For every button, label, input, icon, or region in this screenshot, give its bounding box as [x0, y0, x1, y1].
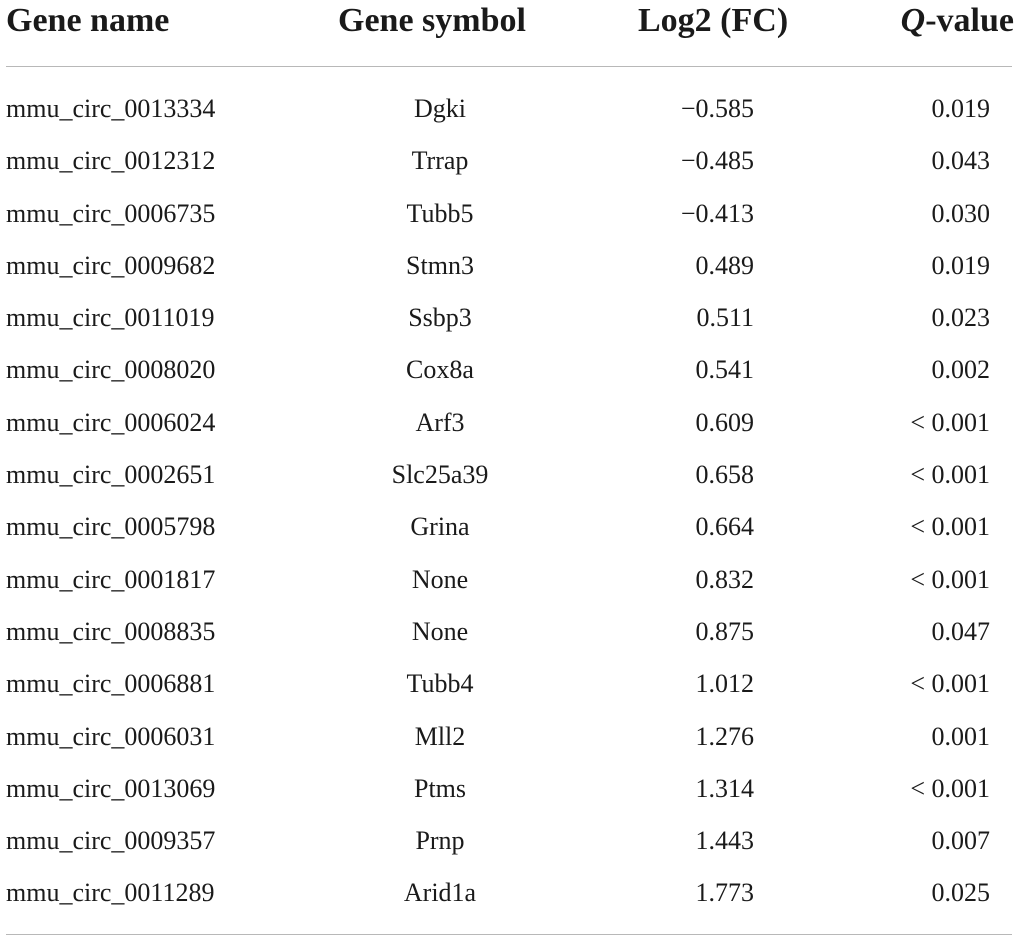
- cell-gene-name: mmu_circ_0006031: [6, 721, 216, 751]
- cell-log2fc: 0.875: [695, 616, 755, 646]
- cell-log2fc: 0.664: [695, 512, 755, 542]
- cell-q-value: < 0.001: [910, 669, 990, 699]
- top-rule: [6, 66, 1012, 67]
- header-log2fc: Log2 (FC): [638, 2, 789, 39]
- cell-log2fc: 0.609: [695, 407, 755, 437]
- table-row: mmu_circ_0006881 Tubb4 1.012 < 0.001: [0, 658, 1020, 710]
- cell-gene-symbol: Slc25a39: [391, 460, 489, 490]
- cell-gene-name: mmu_circ_0008835: [6, 616, 216, 646]
- cell-q-value: 0.043: [931, 146, 991, 176]
- cell-q-value: 0.002: [931, 355, 991, 385]
- cell-gene-symbol: Grina: [410, 512, 470, 542]
- table-row: mmu_circ_0009682 Stmn3 0.489 0.019: [0, 240, 1020, 292]
- cell-log2fc: 1.314: [695, 773, 755, 803]
- table-row: mmu_circ_0012312 Trrap −0.485 0.043: [0, 135, 1020, 187]
- cell-gene-name: mmu_circ_0006024: [6, 407, 216, 437]
- cell-gene-name: mmu_circ_0001817: [6, 564, 216, 594]
- table-body: mmu_circ_0013334 Dgki −0.585 0.019 mmu_c…: [0, 83, 1020, 920]
- cell-q-value: 0.019: [931, 250, 991, 280]
- cell-gene-name: mmu_circ_0009357: [6, 826, 216, 856]
- cell-gene-name: mmu_circ_0012312: [6, 146, 216, 176]
- cell-gene-symbol: Prnp: [415, 826, 465, 856]
- cell-log2fc: −0.485: [680, 146, 754, 176]
- header-gene-symbol: Gene symbol: [338, 2, 526, 39]
- table-row: mmu_circ_0002651 Slc25a39 0.658 < 0.001: [0, 449, 1020, 501]
- table-row: mmu_circ_0001817 None 0.832 < 0.001: [0, 554, 1020, 606]
- cell-log2fc: 1.773: [695, 878, 755, 908]
- header-q-rest: -value: [925, 2, 1014, 39]
- header-gene-name: Gene name: [6, 2, 170, 39]
- cell-log2fc: 0.658: [695, 460, 755, 490]
- table-row: mmu_circ_0006031 Mll2 1.276 0.001: [0, 711, 1020, 763]
- cell-q-value: < 0.001: [910, 773, 990, 803]
- cell-gene-symbol: Cox8a: [406, 355, 474, 385]
- table-row: mmu_circ_0008020 Cox8a 0.541 0.002: [0, 344, 1020, 396]
- table-row: mmu_circ_0008835 None 0.875 0.047: [0, 606, 1020, 658]
- cell-gene-symbol: None: [411, 564, 469, 594]
- bottom-rule: [6, 934, 1012, 935]
- cell-q-value: 0.007: [931, 826, 991, 856]
- table-row: mmu_circ_0011019 Ssbp3 0.511 0.023: [0, 292, 1020, 344]
- cell-gene-name: mmu_circ_0011289: [6, 878, 215, 908]
- cell-q-value: 0.019: [931, 94, 991, 123]
- header-q-italic: Q: [900, 2, 926, 39]
- table-row: mmu_circ_0013069 Ptms 1.314 < 0.001: [0, 763, 1020, 815]
- table-row: mmu_circ_0013334 Dgki −0.585 0.019: [0, 83, 1020, 135]
- cell-log2fc: 1.276: [695, 721, 755, 751]
- cell-log2fc: 1.443: [695, 826, 755, 856]
- cell-log2fc: −0.413: [680, 198, 754, 228]
- cell-gene-symbol: Tubb5: [406, 198, 474, 228]
- cell-log2fc: −0.585: [680, 94, 754, 123]
- cell-gene-symbol: Arid1a: [403, 878, 477, 908]
- cell-gene-symbol: Dgki: [414, 94, 466, 123]
- cell-gene-symbol: Tubb4: [406, 669, 474, 699]
- cell-q-value: 0.025: [931, 878, 991, 908]
- table-header: Gene name Gene symbol Log2 (FC) Q-value: [0, 0, 1020, 50]
- table-row: mmu_circ_0011289 Arid1a 1.773 0.025: [0, 867, 1020, 919]
- cell-gene-name: mmu_circ_0011019: [6, 303, 215, 333]
- cell-gene-name: mmu_circ_0013069: [6, 773, 216, 803]
- cell-q-value: 0.001: [931, 721, 991, 751]
- cell-gene-name: mmu_circ_0006881: [6, 669, 216, 699]
- cell-gene-name: mmu_circ_0009682: [6, 250, 216, 280]
- cell-q-value: < 0.001: [910, 564, 990, 594]
- cell-gene-symbol: Ssbp3: [408, 303, 472, 333]
- cell-gene-symbol: Arf3: [415, 407, 465, 437]
- cell-log2fc: 0.489: [695, 250, 755, 280]
- cell-gene-symbol: Stmn3: [406, 250, 474, 280]
- cell-gene-symbol: None: [411, 616, 469, 646]
- cell-log2fc: 0.511: [696, 303, 754, 333]
- cell-q-value: < 0.001: [910, 460, 990, 490]
- table-row: mmu_circ_0006024 Arf3 0.609 < 0.001: [0, 397, 1020, 449]
- cell-log2fc: 0.541: [695, 355, 755, 385]
- table-row: mmu_circ_0009357 Prnp 1.443 0.007: [0, 815, 1020, 867]
- table-row: mmu_circ_0005798 Grina 0.664 < 0.001: [0, 501, 1020, 553]
- table-row: mmu_circ_0006735 Tubb5 −0.413 0.030: [0, 188, 1020, 240]
- cell-gene-name: mmu_circ_0002651: [6, 460, 216, 490]
- cell-gene-symbol: Mll2: [414, 721, 466, 751]
- cell-q-value: 0.023: [931, 303, 991, 333]
- cell-gene-symbol: Ptms: [413, 773, 467, 803]
- cell-gene-name: mmu_circ_0005798: [6, 512, 216, 542]
- cell-q-value: 0.047: [931, 616, 991, 646]
- cell-gene-name: mmu_circ_0013334: [6, 94, 216, 123]
- cell-gene-symbol: Trrap: [411, 146, 469, 176]
- header-q-value: Q-value: [901, 0, 1014, 42]
- cell-q-value: 0.030: [931, 198, 991, 228]
- cell-log2fc: 1.012: [695, 669, 755, 699]
- cell-gene-name: mmu_circ_0008020: [6, 355, 216, 385]
- cell-q-value: < 0.001: [910, 407, 990, 437]
- cell-q-value: < 0.001: [910, 512, 990, 542]
- cell-log2fc: 0.832: [695, 564, 755, 594]
- cell-gene-name: mmu_circ_0006735: [6, 198, 216, 228]
